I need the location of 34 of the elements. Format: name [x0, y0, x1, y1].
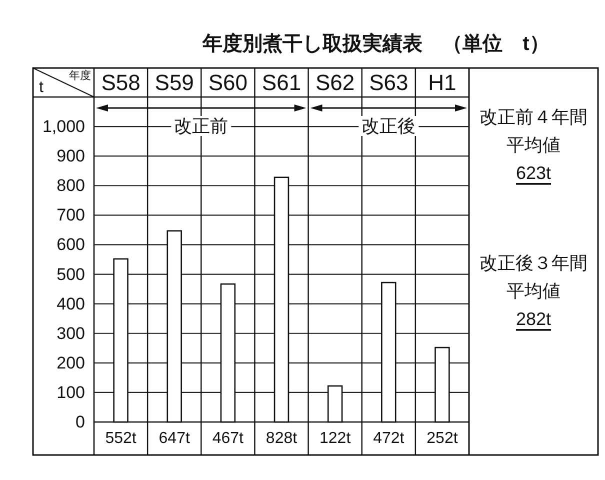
data-label: 647t — [158, 430, 190, 447]
x-tick-label: H1 — [428, 70, 456, 95]
data-label: 252t — [426, 430, 458, 447]
data-label: 122t — [320, 430, 352, 447]
y-tick-label: 200 — [56, 353, 85, 372]
y-tick-label: 0 — [76, 412, 85, 432]
y-tick-label: 800 — [56, 176, 85, 196]
x-axis-title: 年度 — [69, 69, 91, 82]
y-axis-title: t — [39, 79, 44, 96]
y-tick-label: 400 — [56, 294, 85, 314]
x-tick-label: S61 — [262, 70, 302, 95]
data-label: 828t — [266, 430, 298, 447]
y-tick-label: 500 — [56, 264, 85, 284]
chart-title: 年度別煮干し取扱実績表 （単位 t） — [202, 32, 550, 55]
y-tick-label: 100 — [56, 382, 85, 402]
annotation: 改正後 — [362, 116, 416, 136]
x-tick-label: S62 — [315, 70, 355, 95]
x-tick-label: S58 — [101, 70, 140, 95]
text: 623t — [516, 163, 552, 183]
y-tick-label: 900 — [56, 146, 85, 166]
text: 改正後３年間平均値 — [480, 253, 588, 301]
data-label: 472t — [373, 430, 405, 447]
y-tick-label: 300 — [56, 324, 85, 343]
text: 282t — [516, 309, 552, 329]
y-tick-label: 1,000 — [42, 117, 85, 136]
annotation: 改正前 — [174, 116, 228, 136]
x-tick-label: S60 — [208, 70, 248, 95]
data-label: 552t — [105, 430, 137, 447]
data-label: 467t — [212, 430, 244, 447]
y-tick-label: 700 — [56, 206, 85, 225]
x-tick-label: S59 — [154, 70, 194, 95]
text: 改正前４年間平均値 — [480, 107, 588, 155]
x-tick-label: S63 — [369, 70, 408, 95]
y-tick-label: 600 — [56, 235, 85, 254]
